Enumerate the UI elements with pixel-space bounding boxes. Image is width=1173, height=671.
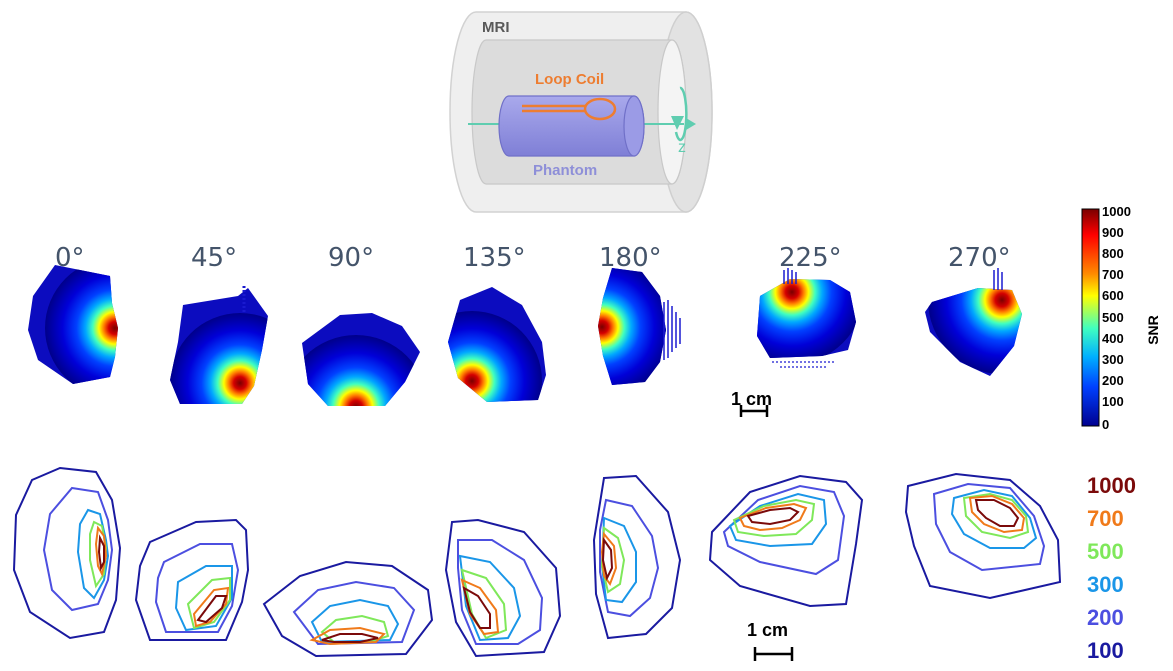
svg-text:400: 400 <box>1102 331 1124 346</box>
scale-bar-top: 1 cm <box>731 389 772 417</box>
angle-labels: 0° 45° 90° 135° 180° 225° 270° <box>55 243 1011 273</box>
loop-coil-label: Loop Coil <box>535 71 604 88</box>
contour-level-200: 200 <box>1087 605 1124 630</box>
svg-text:200: 200 <box>1102 373 1124 388</box>
contour-level-500: 500 <box>1087 539 1124 564</box>
angle-label-270: 270° <box>948 243 1011 273</box>
mri-label: MRI <box>482 19 510 36</box>
angle-label-45: 45° <box>191 243 237 273</box>
contour-map-45deg <box>134 518 250 641</box>
colorbar-ticks: 1000 900 800 700 600 500 400 300 200 100… <box>1102 204 1131 432</box>
mri-schematic: MRI z Phantom Loop Coil <box>449 11 713 213</box>
phantom-label: Phantom <box>533 162 597 179</box>
colorbar-gradient <box>1081 208 1100 427</box>
contour-map-90deg <box>262 560 434 658</box>
loop-coil <box>583 97 617 121</box>
contour-level-100: 100 <box>1087 638 1124 663</box>
contour-legend: 1000 700 500 300 200 100 <box>1087 473 1136 663</box>
scale-bar-top-label: 1 cm <box>731 389 772 409</box>
contour-map-270deg <box>904 472 1062 600</box>
contour-level-700: 700 <box>1087 506 1124 531</box>
svg-text:1000: 1000 <box>1102 204 1131 219</box>
snr-map-45deg <box>170 286 268 404</box>
snr-map-0deg <box>28 265 118 384</box>
angle-label-180: 180° <box>599 243 662 273</box>
svg-text:100: 100 <box>1102 394 1124 409</box>
snr-map-180deg <box>598 268 681 385</box>
svg-text:800: 800 <box>1102 246 1124 261</box>
svg-text:600: 600 <box>1102 288 1124 303</box>
z-axis-arrow-icon <box>686 118 696 130</box>
contour-level-1000: 1000 <box>1087 473 1136 498</box>
contour-level-300: 300 <box>1087 572 1124 597</box>
svg-text:500: 500 <box>1102 310 1124 325</box>
svg-text:300: 300 <box>1102 352 1124 367</box>
snr-map-270deg <box>925 268 1022 376</box>
snr-map-90deg <box>302 313 420 406</box>
angle-label-135: 135° <box>463 243 526 273</box>
contour-map-0deg <box>12 466 122 640</box>
scale-bar-bottom: 1 cm <box>747 620 794 661</box>
angle-label-225: 225° <box>779 243 842 273</box>
scale-bar-bottom-label: 1 cm <box>747 620 788 640</box>
mri-bore-end-inner <box>657 39 687 185</box>
contour-map-180deg <box>592 474 682 640</box>
svg-text:900: 900 <box>1102 225 1124 240</box>
svg-text:700: 700 <box>1102 267 1124 282</box>
angle-label-90: 90° <box>328 243 374 273</box>
svg-text:0: 0 <box>1102 417 1109 432</box>
contour-map-225deg <box>708 474 864 608</box>
snr-map-135deg <box>448 287 546 402</box>
contour-maps <box>12 466 1062 658</box>
snr-colorbar: 1000 900 800 700 600 500 400 300 200 100… <box>1081 204 1161 432</box>
snr-map-225deg <box>757 268 856 368</box>
colorbar-label: SNR <box>1145 315 1161 345</box>
z-axis-label: z <box>678 139 686 156</box>
contour-map-135deg <box>444 518 562 658</box>
rotation-arrow-icon <box>674 86 688 142</box>
snr-maps <box>28 265 1022 406</box>
